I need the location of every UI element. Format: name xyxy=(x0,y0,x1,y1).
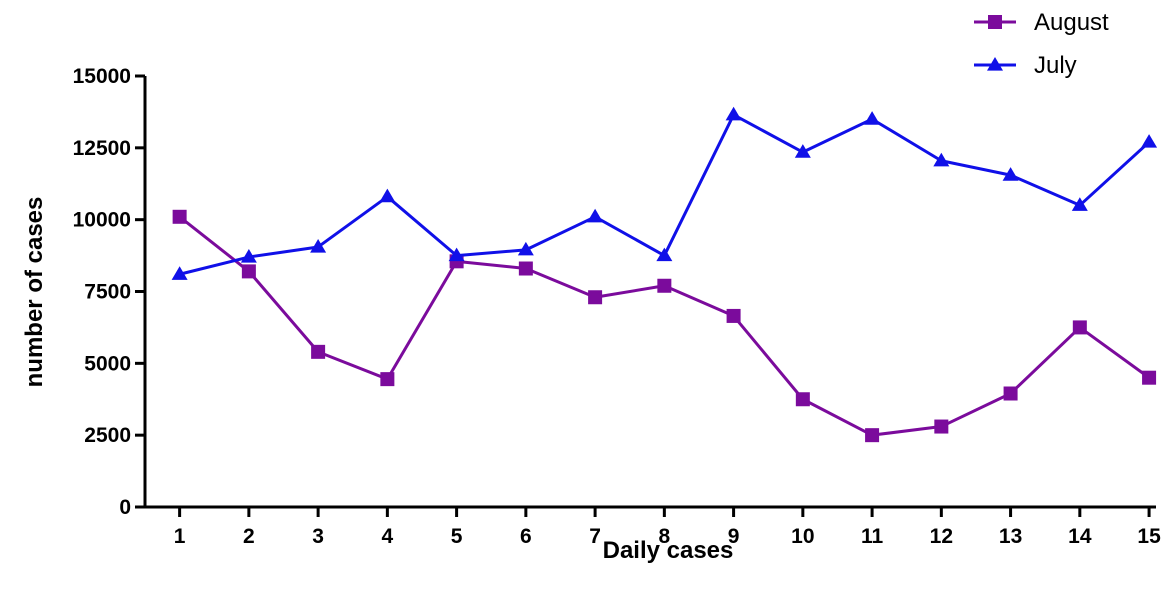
data-point-july xyxy=(310,238,327,253)
series-layer xyxy=(171,106,1158,443)
data-point-august xyxy=(1003,386,1018,401)
x-tick-label: 3 xyxy=(312,525,324,548)
data-point-july xyxy=(725,106,742,121)
data-point-august xyxy=(241,264,256,279)
data-point-august xyxy=(311,344,326,359)
data-point-august xyxy=(657,278,672,293)
legend-label-july: July xyxy=(1034,52,1077,79)
legend-marker-july xyxy=(987,57,1003,71)
x-tick-label: 15 xyxy=(1137,525,1161,548)
x-tick-label: 14 xyxy=(1068,525,1092,548)
data-point-july xyxy=(794,144,811,158)
y-axis-title: number of cases xyxy=(21,197,48,388)
legend-item-august: August xyxy=(974,9,1109,36)
x-tick-label: 5 xyxy=(451,525,463,548)
data-point-august xyxy=(518,261,533,276)
y-tick-label: 10000 xyxy=(73,209,131,232)
x-tick-label: 9 xyxy=(728,525,740,548)
x-tick-label: 1 xyxy=(174,525,186,548)
legend-label-august: August xyxy=(1034,9,1109,36)
y-tick-label: 7500 xyxy=(84,281,131,304)
series-july xyxy=(171,106,1158,280)
data-point-july xyxy=(1002,167,1019,181)
x-axis-title: Daily cases xyxy=(603,537,734,564)
data-point-july xyxy=(656,247,673,262)
legend-item-july: July xyxy=(974,52,1077,79)
data-point-july xyxy=(587,208,604,223)
x-tick-label: 10 xyxy=(791,525,814,548)
data-point-july xyxy=(448,247,465,262)
y-tick-label: 5000 xyxy=(84,352,131,375)
x-tick-label: 11 xyxy=(861,525,884,548)
data-point-july xyxy=(933,152,950,167)
x-tick-label: 6 xyxy=(520,525,532,548)
y-tick-label: 12500 xyxy=(73,137,131,160)
data-point-july xyxy=(1071,197,1088,211)
y-tick-label: 2500 xyxy=(84,424,131,447)
x-tick-label: 8 xyxy=(659,525,671,548)
data-point-august xyxy=(1072,320,1087,335)
data-point-july xyxy=(240,249,257,263)
x-tick-label: 4 xyxy=(382,525,394,548)
data-point-july xyxy=(171,266,188,280)
x-tick-label: 7 xyxy=(589,525,601,548)
y-tick-label: 0 xyxy=(119,496,131,519)
data-point-august xyxy=(588,290,603,305)
data-point-august xyxy=(172,209,187,224)
x-tick-label: 2 xyxy=(243,525,255,548)
data-point-august xyxy=(726,308,741,323)
legend: August July xyxy=(974,9,1109,79)
data-point-july xyxy=(517,241,534,256)
series-august xyxy=(172,209,1157,443)
data-point-july xyxy=(379,188,396,203)
x-tick-label: 12 xyxy=(930,525,953,548)
data-point-august xyxy=(795,392,810,407)
data-point-july xyxy=(1141,134,1158,148)
x-tick-label: 13 xyxy=(999,525,1022,548)
legend-marker-august xyxy=(988,15,1002,29)
data-point-august xyxy=(865,428,880,443)
data-point-august xyxy=(934,419,949,434)
data-point-july xyxy=(864,111,881,125)
y-tick-label: 15000 xyxy=(73,65,131,88)
data-point-august xyxy=(380,372,395,387)
data-point-august xyxy=(1142,370,1157,385)
